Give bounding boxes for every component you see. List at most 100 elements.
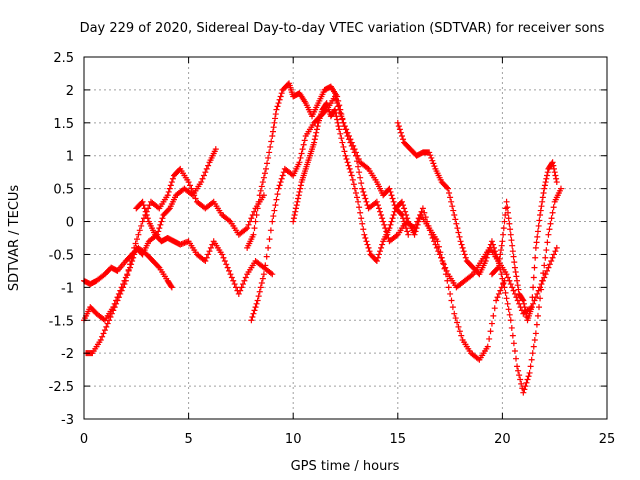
data-point xyxy=(113,300,120,307)
data-point xyxy=(379,241,386,248)
data-point xyxy=(258,183,265,190)
data-point xyxy=(390,211,397,218)
data-point xyxy=(461,251,468,258)
data-point xyxy=(514,297,521,304)
data-point xyxy=(520,389,527,396)
data-point xyxy=(538,286,545,293)
data-point xyxy=(334,100,341,107)
data-point xyxy=(496,255,503,262)
data-point xyxy=(117,290,124,297)
data-point xyxy=(506,311,513,318)
data-markers xyxy=(81,80,564,396)
data-point xyxy=(447,194,454,201)
data-point xyxy=(499,238,506,245)
data-point xyxy=(294,198,301,205)
data-point xyxy=(139,198,146,205)
data-point xyxy=(550,162,557,169)
data-point xyxy=(396,126,403,133)
data-point xyxy=(205,251,212,258)
data-point xyxy=(203,254,210,261)
data-point xyxy=(387,188,394,195)
data-point xyxy=(271,119,278,126)
data-point xyxy=(415,215,422,222)
data-point xyxy=(260,271,267,278)
data-point xyxy=(263,165,270,172)
data-point xyxy=(258,279,265,286)
data-point xyxy=(521,300,528,307)
data-point xyxy=(239,281,246,288)
data-point xyxy=(156,225,163,232)
data-point xyxy=(513,273,520,280)
data-point xyxy=(352,190,359,197)
y-tick-label: -2 xyxy=(61,347,74,362)
data-point xyxy=(389,215,396,222)
data-point xyxy=(431,163,438,170)
data-point xyxy=(552,172,559,179)
data-point xyxy=(276,96,283,103)
data-point xyxy=(549,254,556,261)
data-point xyxy=(107,313,114,320)
data-point xyxy=(448,297,455,304)
data-point xyxy=(545,231,552,238)
data-point xyxy=(504,274,511,281)
y-tick-label: -2.5 xyxy=(49,380,74,395)
data-point xyxy=(508,237,515,244)
data-point xyxy=(131,251,138,258)
data-point xyxy=(361,192,368,199)
data-point xyxy=(227,271,234,278)
data-point xyxy=(115,294,122,301)
data-point xyxy=(340,143,347,150)
data-point xyxy=(455,323,462,330)
data-point xyxy=(233,284,240,291)
data-point xyxy=(457,238,464,245)
series-track-9 xyxy=(488,159,560,324)
data-point xyxy=(429,235,436,241)
data-point xyxy=(235,290,242,297)
data-point xyxy=(277,179,284,186)
data-point xyxy=(274,103,281,110)
data-point xyxy=(538,203,545,210)
data-point xyxy=(491,244,498,251)
data-point xyxy=(334,119,341,126)
data-point xyxy=(445,185,452,192)
data-point xyxy=(118,287,125,294)
data-point xyxy=(474,355,481,362)
data-point xyxy=(543,175,550,182)
data-point xyxy=(354,194,361,201)
series-track-8 xyxy=(394,119,564,396)
data-point xyxy=(402,208,409,215)
data-point xyxy=(377,208,384,215)
x-tick-labels: 0 5 10 15 20 25 xyxy=(80,432,615,447)
y-tick-label: 2.5 xyxy=(53,51,74,66)
series-track-7 xyxy=(290,100,412,265)
data-point xyxy=(503,271,510,278)
data-point xyxy=(386,185,393,192)
data-point xyxy=(545,264,552,271)
data-point xyxy=(313,129,320,136)
y-tick-label: 0 xyxy=(66,216,74,231)
data-point xyxy=(352,152,359,159)
data-point xyxy=(431,238,438,245)
data-point xyxy=(106,317,113,324)
data-point xyxy=(447,290,454,297)
axis-ticks xyxy=(83,56,608,420)
data-point xyxy=(273,196,280,203)
data-point xyxy=(442,264,449,271)
data-point xyxy=(426,227,433,234)
data-point xyxy=(97,337,104,344)
data-point xyxy=(430,160,437,167)
data-point xyxy=(417,211,424,218)
data-point xyxy=(245,221,252,228)
data-point xyxy=(504,204,511,211)
data-point xyxy=(422,214,429,221)
data-point xyxy=(484,343,491,350)
data-point xyxy=(418,208,425,215)
data-point xyxy=(335,123,342,130)
data-point xyxy=(502,205,509,212)
data-point xyxy=(296,188,303,195)
data-point xyxy=(274,191,281,198)
data-point xyxy=(297,154,304,161)
data-point xyxy=(530,284,537,291)
data-point xyxy=(345,136,352,143)
data-point xyxy=(246,218,253,225)
